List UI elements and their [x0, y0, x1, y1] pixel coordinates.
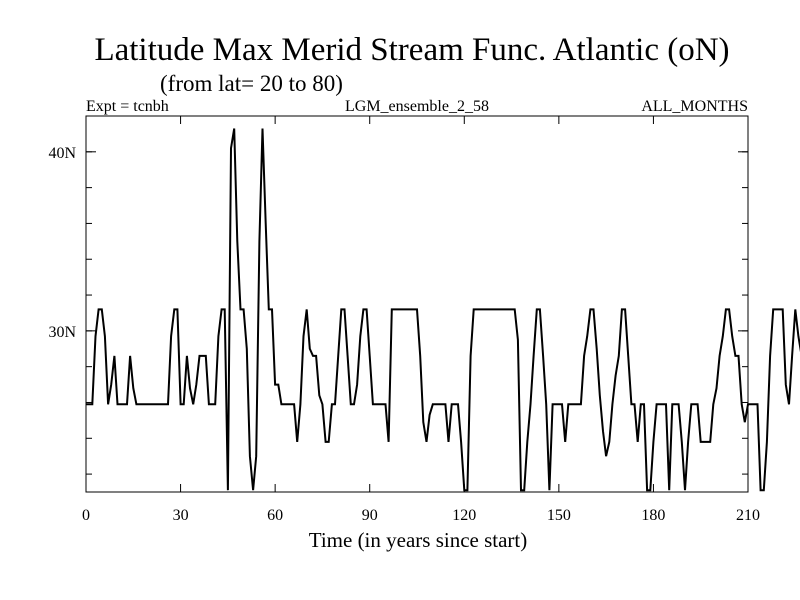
plot-frame	[85, 115, 749, 493]
y-tick-label: 40N	[48, 145, 76, 162]
chart-title: Latitude Max Merid Stream Func. Atlantic…	[94, 32, 729, 68]
x-tick-label: 0	[82, 507, 90, 524]
x-tick-label: 150	[547, 507, 571, 524]
x-tick-label: 90	[362, 507, 378, 524]
x-tick-label: 210	[736, 507, 760, 524]
series-line	[86, 128, 800, 492]
ensemble-label: LGM_ensemble_2_58	[345, 98, 489, 115]
y-tick-label: 30N	[48, 324, 76, 341]
x-tick-label: 120	[452, 507, 476, 524]
x-axis: 0 30 60 90 120 150 180 210	[82, 116, 760, 524]
experiment-label: Expt = tcnbh	[86, 98, 169, 115]
x-tick-label: 30	[173, 507, 189, 524]
y-axis: 30N 40N	[48, 145, 748, 475]
x-tick-label: 180	[641, 507, 665, 524]
x-tick-label: 60	[267, 507, 283, 524]
chart-subtitle: (from lat= 20 to 80)	[160, 71, 343, 96]
series-layer	[86, 128, 800, 492]
x-axis-label: Time (in years since start)	[309, 528, 528, 552]
months-label: ALL_MONTHS	[641, 98, 748, 115]
